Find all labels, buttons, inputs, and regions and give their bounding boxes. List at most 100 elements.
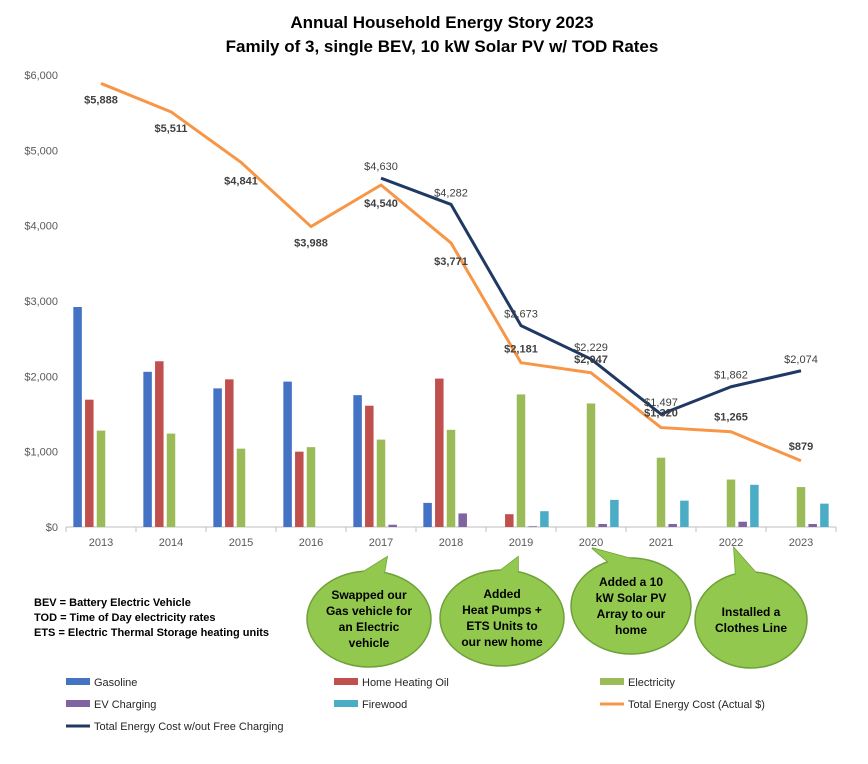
callout-text-line: Swapped our	[331, 588, 407, 602]
bar-electricity-2014	[166, 433, 176, 527]
note-ets: ETS = Electric Thermal Storage heating u…	[34, 627, 269, 639]
bar-electricity-2023	[796, 487, 806, 527]
data-labels-group: $5,888 $5,511 $4,841 $3,988 $4,540 $3,771 $2,1…	[84, 94, 818, 452]
bar-ev-charging-2021	[668, 523, 677, 527]
legend-item-electricity: Electricity	[600, 677, 676, 689]
x-tick-label: 2017	[369, 537, 393, 549]
legend-swatch	[334, 678, 358, 685]
callout-text-line: an Electric	[339, 620, 400, 634]
data-label-actual-2015: $4,841	[224, 175, 258, 187]
bar-ev-charging-2018	[458, 513, 467, 527]
data-label-actual-2021: $1,320	[644, 408, 678, 420]
x-tick-label: 2021	[649, 537, 673, 549]
chart-title: Annual Household Energy Story 2023	[290, 13, 593, 32]
callout-text-line: Array to our	[597, 607, 666, 621]
bar-electricity-2015	[236, 448, 246, 527]
legend-item-firewood: Firewood	[334, 699, 407, 711]
legend-label: Total Energy Cost w/out Free Charging	[94, 721, 284, 733]
callout-pointer-fill	[592, 548, 636, 567]
legend-item-home-heating-oil: Home Heating Oil	[334, 677, 449, 689]
callouts-group: Swapped our Gas vehicle for an Electric veh…	[306, 545, 808, 669]
callout-text-line: Added	[483, 587, 520, 601]
lines-group	[100, 82, 802, 463]
data-label-actual-2023: $879	[789, 441, 813, 453]
bar-electricity-2019	[516, 394, 526, 527]
legend-label: Total Energy Cost (Actual $)	[628, 699, 765, 711]
legend-item-ev-charging: EV Charging	[66, 699, 156, 711]
bar-electricity-2022	[726, 479, 736, 527]
callout-2019: Added Heat Pumps + ETS Units to our new hom…	[439, 555, 565, 667]
data-label-without-free-2022: $1,862	[714, 370, 748, 382]
data-label-without-free-2020: $2,229	[574, 342, 608, 354]
data-label-actual-2020: $2,047	[574, 354, 608, 366]
bar-electricity-2016	[306, 447, 316, 527]
data-label-actual-2017: $4,540	[364, 198, 398, 210]
y-tick-label: $1,000	[24, 447, 58, 459]
x-tick-label: 2022	[719, 537, 743, 549]
callout-pointer-fill	[734, 548, 758, 580]
line-total-actual	[100, 82, 802, 463]
x-tick-label: 2023	[789, 537, 813, 549]
data-label-actual-2014: $5,511	[154, 123, 187, 135]
legend-item-gasoline: Gasoline	[66, 677, 137, 689]
bar-electricity-2021	[656, 457, 666, 527]
legend-swatch	[600, 678, 624, 685]
bar-electricity-2020	[586, 403, 596, 527]
bar-firewood-2020	[610, 499, 619, 527]
bar-firewood-2019	[540, 511, 549, 527]
legend: Gasoline Home Heating Oil Electricity EV Ch…	[66, 677, 765, 733]
callout-2020: Added a 10 kW Solar PV Array to our home	[570, 547, 692, 655]
callout-pointer-fill	[492, 557, 518, 579]
bar-firewood-2023	[820, 503, 829, 527]
callout-text-line: Clothes Line	[715, 621, 787, 635]
callout-2017: Swapped our Gas vehicle for an Electric veh…	[306, 555, 432, 668]
data-label-without-free-2019: $2,673	[504, 309, 538, 321]
line-total-without-free-charging	[380, 176, 802, 416]
data-label-actual-2018: $3,771	[434, 256, 468, 268]
data-label-actual-2019: $2,181	[504, 344, 538, 356]
data-label-actual-2016: $3,988	[294, 238, 328, 250]
data-label-without-free-2021: $1,497	[644, 397, 678, 409]
bar-ev-charging-2020	[598, 523, 607, 527]
x-tick-label: 2015	[229, 537, 253, 549]
notes-group: BEV = Battery Electric Vehicle TOD = Tim…	[34, 597, 269, 639]
bar-ev-charging-2023	[808, 523, 817, 527]
callout-text-line: Installed a	[722, 605, 781, 619]
bar-home-heating-oil-2017	[365, 405, 374, 527]
bar-home-heating-oil-2015	[225, 379, 234, 527]
bar-ev-charging-2019	[528, 526, 537, 527]
y-tick-label: $3,000	[24, 296, 58, 308]
callout-text-line: Added a 10	[599, 575, 663, 589]
bar-gasoline-2015	[213, 388, 222, 527]
data-label-actual-2013: $5,888	[84, 94, 118, 106]
data-label-actual-2022: $1,265	[714, 412, 748, 424]
callout-bubble	[570, 557, 692, 655]
x-tick-label: 2019	[509, 537, 533, 549]
x-tick-label: 2018	[439, 537, 463, 549]
bar-gasoline-2016	[283, 381, 292, 527]
chart-subtitle: Family of 3, single BEV, 10 kW Solar PV …	[226, 37, 659, 56]
legend-swatch	[66, 678, 90, 685]
data-label-without-free-2023: $2,074	[784, 354, 818, 366]
note-tod: TOD = Time of Day electricity rates	[34, 612, 215, 624]
legend-item-total-energy-cost-w-out-free-charging: Total Energy Cost w/out Free Charging	[66, 721, 284, 733]
callout-pointer-fill	[355, 557, 387, 580]
callout-text-line: Gas vehicle for	[326, 604, 412, 618]
legend-swatch	[66, 700, 90, 707]
axes: $0 $1,000 $2,000 $3,000 $4,000 $5,000 $6,000 20…	[24, 70, 837, 549]
callout-text-line: Heat Pumps +	[462, 603, 542, 617]
x-tick-label: 2014	[159, 537, 183, 549]
callout-text-line: kW Solar PV	[596, 591, 667, 605]
y-tick-label: $4,000	[24, 221, 58, 233]
callout-bubble	[694, 571, 808, 669]
callout-bubble	[439, 569, 565, 667]
y-tick-label: $2,000	[24, 371, 58, 383]
bar-firewood-2021	[680, 500, 689, 527]
bar-ev-charging-2017	[388, 524, 397, 527]
bar-gasoline-2014	[143, 371, 152, 527]
y-tick-label: $0	[46, 522, 58, 534]
bar-home-heating-oil-2013	[85, 399, 94, 527]
note-bev: BEV = Battery Electric Vehicle	[34, 597, 191, 609]
